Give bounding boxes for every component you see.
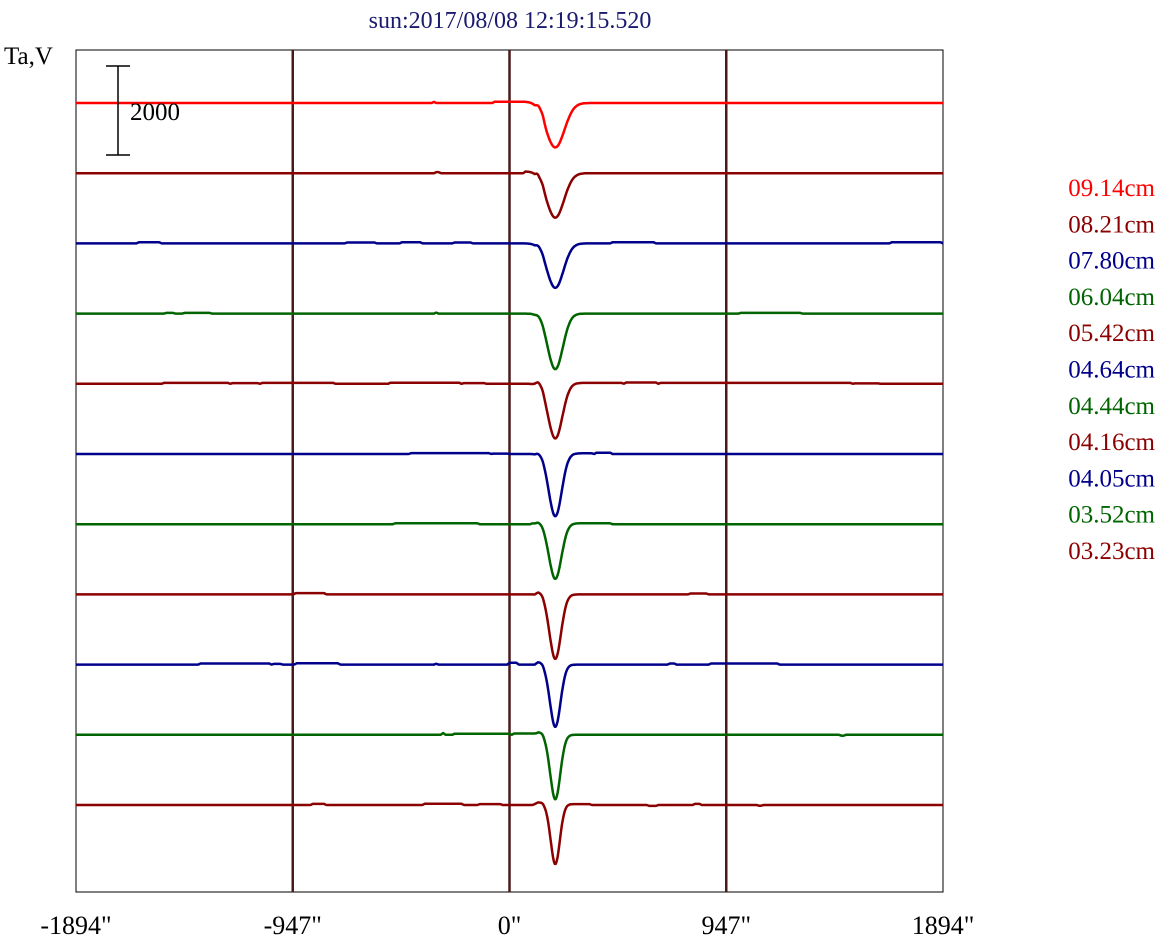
legend: 09.14cm 08.21cm 07.80cm 06.04cm 05.42cm 04.64… [1068,175,1155,565]
legend-entry-05-42cm: 05.42cm [1068,320,1155,347]
series-line-04-05cm [75,661,944,728]
series-lines-group [75,100,944,866]
legend-entry-08-21cm: 08.21cm [1068,211,1155,238]
legend-entry-03-23cm: 03.23cm [1068,538,1155,565]
x-tick-label-0: -1894" [40,911,111,940]
chart-title: sun:2017/08/08 12:19:15.520 [369,8,652,34]
legend-entry-04-64cm: 04.64cm [1068,357,1155,384]
x-tick-label-1: -947" [264,911,322,940]
series-line-04-64cm [75,451,944,518]
legend-entry-07-80cm: 07.80cm [1068,248,1155,275]
legend-entry-09-14cm: 09.14cm [1068,175,1155,202]
x-tick-label-3: 947" [701,911,751,940]
series-line-05-42cm [75,381,944,440]
legend-entry-03-52cm: 03.52cm [1068,502,1155,529]
series-line-03-52cm [75,731,944,801]
x-tick-labels-group: -1894" -947" 0" 947" 1894" [40,911,974,940]
series-line-03-23cm [75,801,944,866]
x-tick-label-4: 1894" [912,911,975,940]
x-tick-label-2: 0" [498,911,522,940]
series-line-04-44cm [75,521,944,581]
y-axis-label: Ta,V [4,43,53,70]
series-line-09-14cm [75,100,944,149]
vertical-lines-group [291,50,728,892]
scale-bar: 2000 [106,65,180,156]
series-line-04-16cm [75,591,944,660]
scale-bar-label: 2000 [130,99,180,126]
legend-entry-04-44cm: 04.44cm [1068,393,1155,420]
series-line-07-80cm [75,241,944,290]
series-line-06-04cm [75,311,944,371]
legend-entry-06-04cm: 06.04cm [1068,284,1155,311]
series-line-08-21cm [75,170,944,219]
legend-entry-04-16cm: 04.16cm [1068,429,1155,456]
legend-entry-04-05cm: 04.05cm [1068,465,1155,492]
